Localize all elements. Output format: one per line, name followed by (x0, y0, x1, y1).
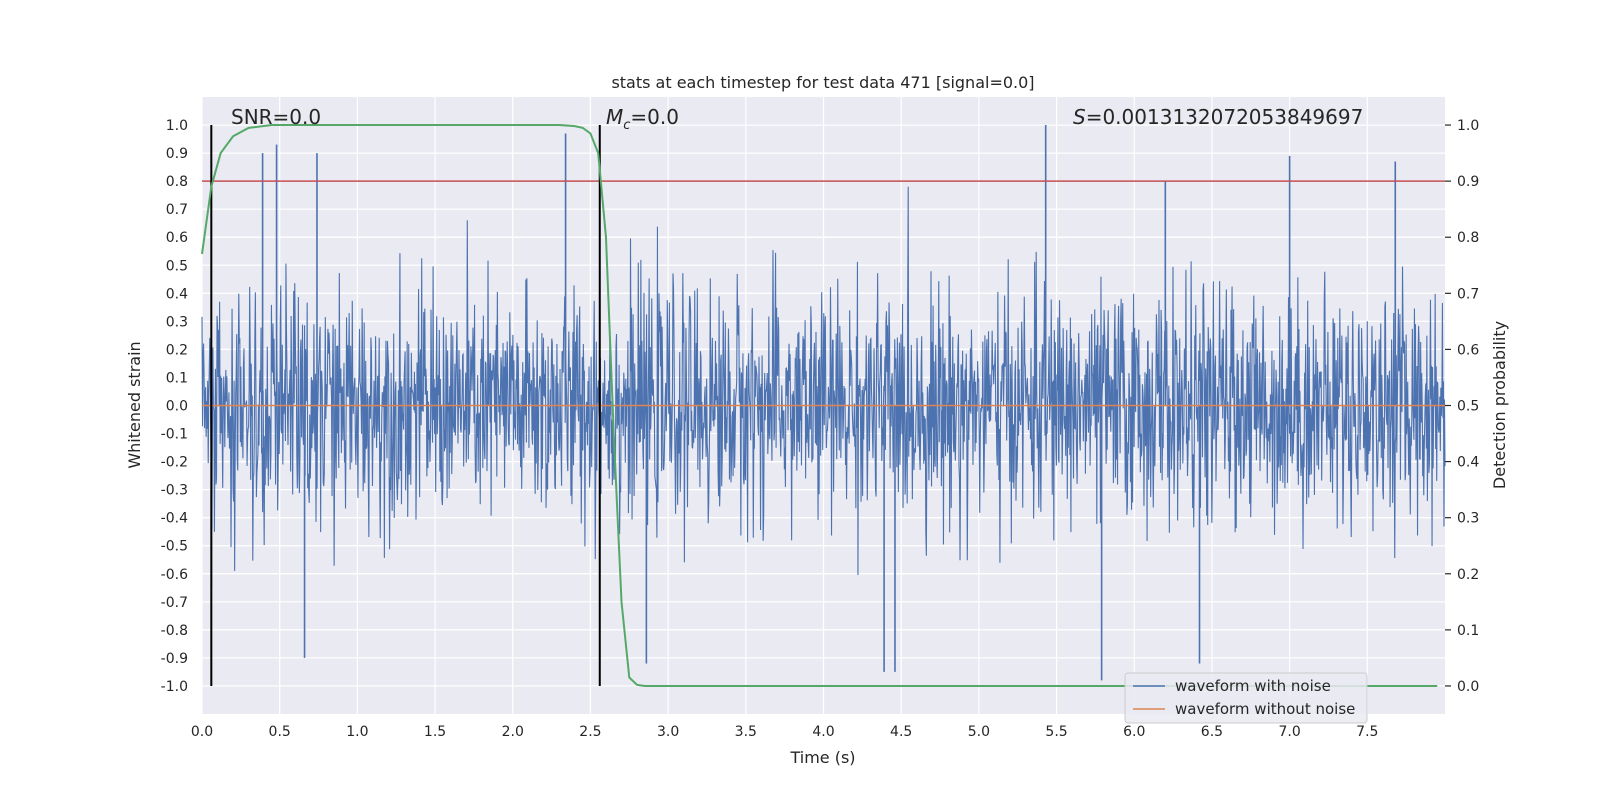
y-left-tick-label: -1.0 (161, 679, 188, 695)
y-axis-left-ticks: 1.0 0.9 0.8 0.7 0.6 0.5 0.4 0.3 0.2 0.1 0.0 -0.1 -0.… (161, 118, 188, 695)
x-tick-label: 1.5 (424, 724, 446, 740)
y-left-tick-label: -0.7 (161, 595, 188, 611)
annotation-s: S=0.0013132072053849697 (1073, 105, 1363, 129)
y-left-tick-label: -0.1 (161, 427, 188, 443)
probability-line (201, 124, 1438, 687)
y-right-tick-label: 0.7 (1457, 286, 1479, 302)
legend: waveform with noise waveform without noi… (1124, 672, 1368, 724)
x-tick-label: 7.5 (1356, 724, 1378, 740)
y-axis-left-label: Whitened strain (125, 341, 144, 468)
y-left-tick-label: 0.9 (166, 146, 188, 162)
x-axis-label: Time (s) (789, 748, 855, 767)
annotation-s-value: =0.0013132072053849697 (1086, 105, 1364, 129)
y-left-tick-label: -0.4 (161, 511, 188, 527)
y-right-tick-label: 0.9 (1457, 174, 1479, 190)
x-tick-label: 4.5 (890, 724, 912, 740)
x-tick-label: 2.5 (579, 724, 601, 740)
x-tick-label: 2.0 (502, 724, 524, 740)
x-tick-label: 0.5 (269, 724, 291, 740)
y-left-tick-label: 0.8 (166, 174, 188, 190)
y-left-tick-label: -0.6 (161, 567, 188, 583)
y-left-tick-label: 1.0 (166, 118, 188, 134)
noise-line (201, 186, 1446, 576)
x-tick-label: 3.5 (735, 724, 757, 740)
x-tick-label: 7.0 (1278, 724, 1300, 740)
y-axis-right-label: Detection probability (1490, 321, 1509, 489)
x-tick-label: 5.0 (968, 724, 990, 740)
legend-box (1124, 672, 1368, 724)
y-left-tick-label: 0.6 (166, 230, 188, 246)
y-left-tick-label: -0.5 (161, 539, 188, 555)
y-right-tick-label: 0.5 (1457, 399, 1479, 415)
x-axis-ticks: 0.0 0.5 1.0 1.5 2.0 2.5 3.0 3.5 4.0 4.5 5.0 5.5 6.0 6… (191, 724, 1379, 740)
x-tick-label: 3.0 (657, 724, 679, 740)
annotation-mc-symbol: M (606, 105, 623, 129)
x-tick-label: 1.0 (346, 724, 368, 740)
y-left-tick-label: 0.0 (166, 399, 188, 415)
x-tick-label: 6.0 (1123, 724, 1145, 740)
y-right-tick-label: 0.0 (1457, 679, 1479, 695)
annotation-mc-subscript: c (623, 118, 630, 133)
y-right-tick-label: 0.8 (1457, 230, 1479, 246)
annotation-s-symbol: S (1073, 105, 1086, 129)
legend-label-noise: waveform with noise (1175, 677, 1331, 695)
series-waveform-with-noise (201, 125, 1446, 681)
annotation-mc: Mc=0.0 (606, 105, 679, 133)
y-left-tick-label: 0.2 (166, 342, 188, 358)
x-tick-label: 5.5 (1045, 724, 1067, 740)
y-left-tick-label: 0.4 (166, 286, 188, 302)
y-right-tick-label: 0.2 (1457, 567, 1479, 583)
vertical-markers (210, 125, 601, 686)
x-tick-label: 4.0 (812, 724, 834, 740)
series-detection-probability (201, 124, 1438, 687)
chart-title: stats at each timestep for test data 471… (611, 73, 1034, 92)
x-tick-label: 6.5 (1201, 724, 1223, 740)
y-right-tick-label: 0.4 (1457, 455, 1479, 471)
annotation-mc-value: =0.0 (630, 105, 679, 129)
legend-label-clean: waveform without noise (1175, 700, 1355, 718)
annotation-snr: SNR=0.0 (231, 105, 321, 129)
y-right-tick-label: 1.0 (1457, 118, 1479, 134)
y-left-tick-label: 0.7 (166, 202, 188, 218)
y-left-tick-label: -0.3 (161, 483, 188, 499)
y-left-tick-label: -0.9 (161, 651, 188, 667)
x-tick-label: 0.0 (191, 724, 213, 740)
y-left-tick-label: 0.1 (166, 370, 188, 386)
y-left-tick-label: 0.3 (166, 314, 188, 330)
y-left-tick-label: 0.5 (166, 258, 188, 274)
y-left-tick-label: -0.2 (161, 455, 188, 471)
y-axis-right-ticks: 1.0 0.9 0.8 0.7 0.6 0.5 0.4 0.3 0.2 0.1 0.0 (1445, 118, 1479, 695)
y-right-tick-label: 0.1 (1457, 623, 1479, 639)
y-left-tick-label: -0.8 (161, 623, 188, 639)
y-right-tick-label: 0.3 (1457, 511, 1479, 527)
y-right-tick-label: 0.6 (1457, 342, 1479, 358)
